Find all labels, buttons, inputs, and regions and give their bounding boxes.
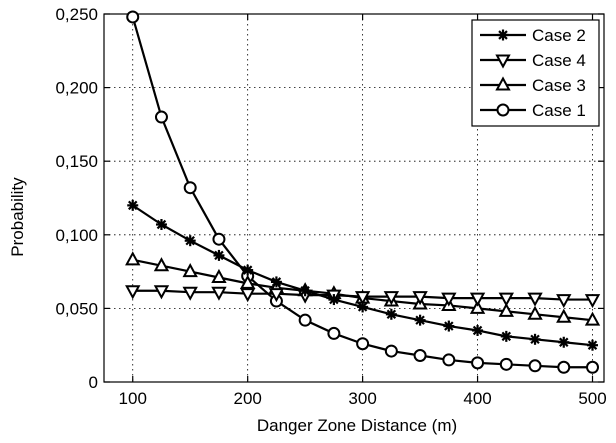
data-point-case-3 [527,305,543,320]
y-axis-label: Probability [8,177,27,257]
y-tick-label: 0,150 [55,152,98,171]
data-point-case-2 [213,249,225,261]
y-tick-label: 0,050 [55,299,98,318]
data-point-case-2 [472,324,484,336]
x-axis-label: Danger Zone Distance (m) [257,416,457,435]
legend-marker-case-3 [495,76,511,91]
legend-item-case-1: Case 1 [480,101,586,120]
data-point-case-2 [299,285,311,297]
x-tick-label: 300 [348,389,376,408]
legend-item-case-3: Case 3 [480,76,586,95]
data-point-case-2 [242,264,254,276]
data-point-case-4 [354,291,371,306]
data-point-case-4 [441,292,457,307]
data-point-case-1 [126,10,140,24]
y-tick-label: 0,100 [55,226,98,245]
legend-box [471,19,600,127]
y-tick-label: 0,250 [55,5,98,24]
x-tick-label: 400 [463,389,491,408]
data-point-case-1 [212,232,226,246]
data-point-case-2 [357,301,369,313]
data-point-case-1 [154,110,168,124]
x-tick-label: 100 [119,389,147,408]
legend-item-case-2: Case 2 [480,26,586,45]
data-point-case-3 [584,311,601,326]
series-group [125,10,601,374]
data-point-case-3 [469,299,486,314]
data-point-case-4 [383,291,400,306]
data-point-case-4 [527,292,543,307]
data-point-case-3 [498,302,514,317]
data-point-case-1 [471,356,485,370]
data-point-case-1 [528,359,542,373]
data-point-case-2 [529,333,541,345]
data-point-case-4 [239,288,256,303]
x-tick-label: 500 [578,389,606,408]
data-point-case-2 [500,330,512,342]
data-point-case-3 [182,263,198,278]
data-point-case-2 [414,314,426,326]
data-point-case-4 [498,292,514,307]
data-point-case-2 [443,320,455,332]
data-point-case-3 [556,308,572,323]
data-point-case-4 [469,292,486,307]
data-point-case-3 [211,268,227,283]
data-point-case-3 [153,257,170,272]
data-point-case-2 [385,308,397,320]
data-point-case-2 [270,276,282,288]
x-tick-label: 200 [233,389,261,408]
legend-label: Case 3 [532,76,586,95]
legend-label: Case 4 [532,51,586,70]
data-point-case-2 [558,336,570,348]
data-point-case-4 [125,285,141,300]
data-point-case-4 [268,288,285,303]
data-point-case-2 [184,235,196,247]
data-point-case-4 [153,285,170,300]
data-point-case-1 [327,326,341,340]
series-case-1 [126,10,600,374]
data-point-case-4 [556,294,572,309]
legend-marker-case-1 [496,103,510,117]
legend-label: Case 1 [532,101,586,120]
data-point-case-4 [584,294,601,309]
data-point-case-1 [499,357,513,371]
y-tick-label: 0 [89,373,98,392]
data-point-case-2 [127,199,139,211]
data-point-case-1 [442,353,456,367]
y-tick-label: 0,200 [55,79,98,98]
data-point-case-4 [182,286,198,301]
data-point-case-2 [328,294,340,306]
data-point-case-4 [412,291,428,306]
data-point-case-3 [125,251,141,266]
legend-marker-case-2 [497,29,509,41]
series-case-4 [125,285,601,309]
data-point-case-1 [356,337,370,351]
legend-label: Case 2 [532,26,586,45]
plot-frame [103,13,605,383]
legend: Case 2 Case 4 Case 3 Case 1 [471,19,600,127]
data-point-case-4 [211,286,227,301]
series-case-2 [127,199,599,351]
data-point-case-1 [183,181,197,195]
data-point-case-3 [239,274,256,289]
data-point-case-1 [298,313,312,327]
data-point-case-1 [586,360,600,374]
data-point-case-2 [587,339,599,351]
data-point-case-1 [557,360,571,374]
legend-item-case-4: Case 4 [480,51,586,70]
legend-marker-case-4 [495,54,511,69]
data-point-case-1 [413,349,427,363]
data-point-case-2 [155,218,167,230]
data-point-case-1 [384,344,398,358]
